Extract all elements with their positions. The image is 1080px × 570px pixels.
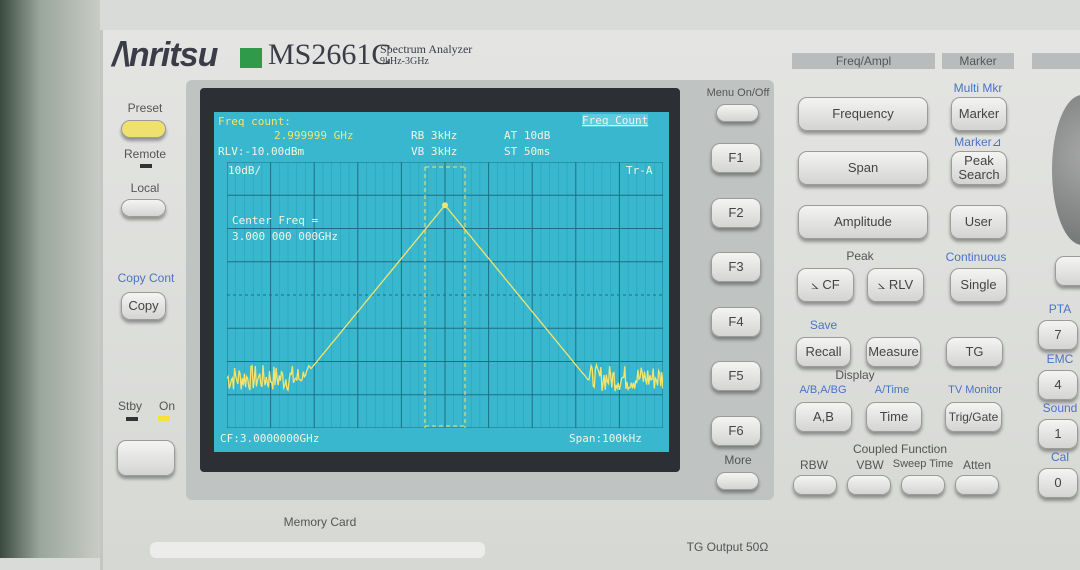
memory-card-label: Memory Card: [283, 515, 357, 529]
ab-button[interactable]: A,B: [795, 402, 852, 432]
sweep-readout: ST 50ms: [504, 145, 551, 158]
rbw-button[interactable]: [793, 475, 837, 495]
preset-label: Preset: [127, 101, 163, 115]
marker-header: Marker: [942, 53, 1014, 69]
data-header: [1032, 53, 1080, 69]
ab-label: A/B,A/BG: [799, 384, 847, 396]
power-button[interactable]: [117, 440, 175, 476]
recall-button[interactable]: Recall: [796, 337, 851, 367]
tv-monitor-label: TV Monitor: [948, 384, 1002, 396]
rbw-label: RBW: [800, 458, 828, 472]
key-4[interactable]: 4: [1038, 370, 1078, 400]
peak-marker: [442, 202, 448, 209]
brand-logo: /\nritsu: [112, 36, 218, 74]
atten-button[interactable]: [955, 475, 999, 495]
vbw-label: VBW: [856, 458, 884, 472]
sweep-time-label: Sweep Time: [892, 458, 954, 470]
tg-output-label: TG Output 50Ω: [686, 540, 769, 554]
softkey-f3[interactable]: F3: [711, 252, 761, 282]
peak-label: Peak: [846, 249, 874, 263]
freq-ampl-header: Freq/Ampl: [792, 53, 935, 69]
trace-label: Tr-A: [626, 164, 653, 177]
time-button[interactable]: Time: [866, 402, 922, 432]
softkey-f1[interactable]: F1: [711, 143, 761, 173]
remote-led: [140, 164, 152, 168]
marker-delta-label: Marker⊿: [954, 135, 1002, 149]
atten-label: Atten: [962, 458, 992, 472]
spectrum-plot: [227, 162, 663, 428]
ref-level: RLV:-10.00dBm: [218, 145, 305, 158]
freq-range: 9kHz-3GHz: [380, 56, 429, 67]
menu-label: Menu On/Off: [706, 87, 770, 99]
measure-button[interactable]: Measure: [866, 337, 921, 367]
mode-label: Freq Count: [582, 114, 649, 127]
trig-gate-button[interactable]: Trig/Gate: [945, 402, 1002, 432]
cal-label: Cal: [1050, 450, 1069, 464]
local-label: Local: [130, 181, 160, 195]
peak-to-rlv-button[interactable]: ⦣ RLV: [867, 268, 924, 302]
key-7[interactable]: 7: [1038, 320, 1078, 350]
brand-square: [240, 48, 262, 68]
frequency-button[interactable]: Frequency: [798, 97, 928, 131]
background-edge: [0, 0, 100, 558]
subtitle: Spectrum Analyzer: [380, 42, 473, 56]
user-button[interactable]: User: [950, 205, 1007, 239]
cf-readout: CF:3.0000000GHz: [220, 432, 320, 445]
remote-label: Remote: [123, 147, 167, 161]
local-button[interactable]: [121, 199, 166, 217]
continuous-label: Continuous: [945, 250, 1007, 264]
softkey-f5[interactable]: F5: [711, 361, 761, 391]
softkey-f6[interactable]: F6: [711, 415, 761, 446]
sound-label: Sound: [1042, 401, 1078, 415]
rbw-readout: RB 3kHz: [411, 129, 458, 142]
multi-mkr-label: Multi Mkr: [953, 81, 1003, 95]
more-button[interactable]: [716, 472, 759, 490]
display-screen: Freq count: 2.999999 GHz RLV:-10.00dBm R…: [214, 112, 669, 452]
copy-button[interactable]: Copy: [121, 292, 166, 320]
marker-button[interactable]: Marker: [951, 97, 1007, 131]
menu-button[interactable]: [716, 104, 759, 122]
preset-button[interactable]: [121, 120, 166, 138]
softkey-f4[interactable]: F4: [711, 306, 761, 337]
on-led: [158, 416, 170, 421]
model-name: MS2661C: [268, 38, 392, 71]
amplitude-button[interactable]: Amplitude: [798, 205, 928, 239]
vbw-readout: VB 3kHz: [411, 145, 458, 158]
tg-button[interactable]: TG: [946, 337, 1003, 367]
pta-label: PTA: [1048, 302, 1072, 316]
atime-label: A/Time: [874, 384, 910, 396]
display-label: Display: [835, 368, 875, 382]
sweep-time-button[interactable]: [901, 475, 945, 495]
single-button[interactable]: Single: [950, 268, 1007, 302]
key-1[interactable]: 1: [1038, 419, 1078, 449]
coupled-function-label: Coupled Function: [852, 442, 948, 456]
peak-search-button[interactable]: Peak Search: [951, 151, 1007, 185]
scale-label: 10dB/: [228, 164, 262, 177]
center-freq-value: 3.000 000 000GHz: [232, 230, 338, 243]
softkey-f2[interactable]: F2: [711, 197, 761, 228]
freq-count-value: 2.999999 GHz: [274, 129, 354, 142]
on-label: On: [158, 399, 175, 413]
stby-led: [126, 417, 138, 421]
emc-label: EMC: [1046, 352, 1074, 366]
vbw-button[interactable]: [847, 475, 891, 495]
save-label: Save: [809, 318, 838, 332]
freq-count-label: Freq count:: [218, 115, 291, 128]
center-freq-label: Center Freq =: [232, 214, 319, 227]
copy-cont-label: Copy Cont: [117, 271, 175, 285]
span-button[interactable]: Span: [798, 151, 928, 185]
peak-to-cf-button[interactable]: ⦣ CF: [797, 268, 854, 302]
memory-card-slot[interactable]: [150, 542, 485, 558]
atten-readout: AT 10dB: [504, 129, 551, 142]
more-label: More: [724, 453, 752, 467]
step-button[interactable]: [1055, 256, 1080, 286]
span-readout: Span:100kHz: [569, 432, 642, 445]
stby-label: Stby: [117, 399, 142, 413]
key-0[interactable]: 0: [1038, 468, 1078, 498]
